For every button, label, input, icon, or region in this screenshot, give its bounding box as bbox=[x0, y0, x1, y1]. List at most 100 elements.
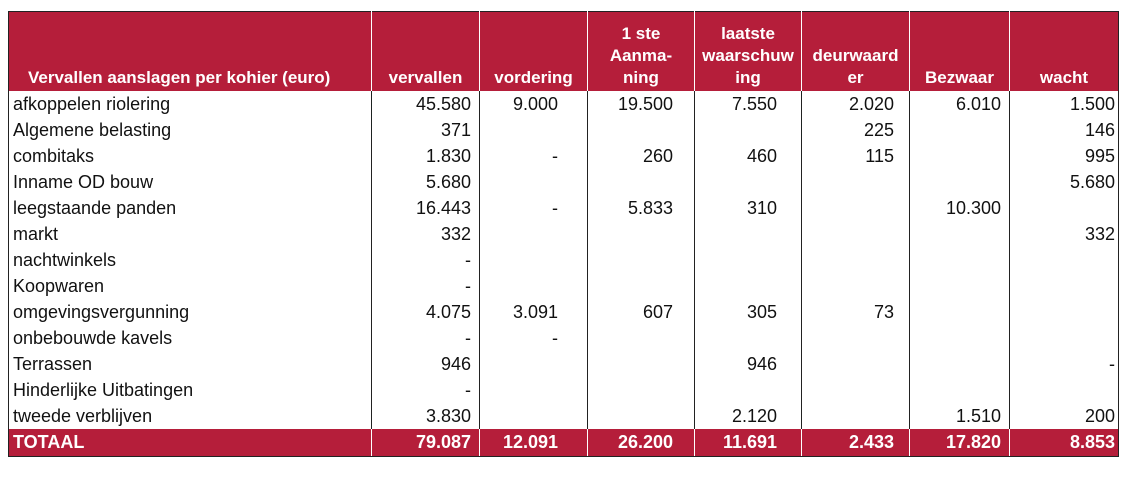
header-row: Vervallen aanslagen per kohier (euro) ver… bbox=[8, 11, 1119, 91]
header-text-line: Vervallen aanslagen per kohier (euro) bbox=[28, 68, 331, 87]
total-value: 12.091 bbox=[479, 429, 588, 457]
column-header-category: Vervallen aanslagen per kohier (euro) bbox=[8, 11, 372, 91]
header-text-line: 1 ste bbox=[621, 24, 661, 43]
row-value: - bbox=[371, 273, 480, 299]
row-value: 73 bbox=[801, 299, 910, 325]
row-value: 7.550 bbox=[694, 91, 802, 117]
row-label: Algemene belasting bbox=[8, 117, 372, 143]
row-value bbox=[587, 325, 695, 351]
row-label: Inname OD bouw bbox=[8, 169, 372, 195]
table-row: tweede verblijven 3.830 2.120 1.510 200 bbox=[8, 403, 1119, 429]
row-label: tweede verblijven bbox=[8, 403, 372, 429]
header-text-line: vordering bbox=[494, 68, 573, 87]
row-value bbox=[694, 117, 802, 143]
row-label: Hinderlijke Uitbatingen bbox=[8, 377, 372, 403]
table-body: afkoppelen riolering 45.580 9.000 19.500 7.5… bbox=[8, 91, 1119, 429]
row-value bbox=[587, 169, 695, 195]
total-value: 11.691 bbox=[694, 429, 802, 457]
row-value: 305 bbox=[694, 299, 802, 325]
table-row: Algemene belasting 371 225 146 bbox=[8, 117, 1119, 143]
row-value: 10.300 bbox=[909, 195, 1010, 221]
row-value bbox=[587, 403, 695, 429]
row-value bbox=[694, 325, 802, 351]
row-value bbox=[479, 117, 588, 143]
row-value: - bbox=[479, 143, 588, 169]
row-value: 200 bbox=[1009, 403, 1119, 429]
total-row: TOTAAL 79.087 12.091 26.200 11.691 2.433 17.82… bbox=[8, 429, 1119, 457]
row-value: 260 bbox=[587, 143, 695, 169]
column-header-7: wacht bbox=[1009, 11, 1119, 91]
row-value bbox=[587, 377, 695, 403]
row-value: 45.580 bbox=[371, 91, 480, 117]
row-label: markt bbox=[8, 221, 372, 247]
row-value bbox=[801, 273, 910, 299]
row-value: 5.833 bbox=[587, 195, 695, 221]
column-header-3: 1 ste Aanma-ning bbox=[587, 11, 695, 91]
row-label: nachtwinkels bbox=[8, 247, 372, 273]
row-value bbox=[909, 325, 1010, 351]
row-value: 332 bbox=[1009, 221, 1119, 247]
row-label: Terrassen bbox=[8, 351, 372, 377]
table-row: leegstaande panden 16.443-5.833 310 10.300 bbox=[8, 195, 1119, 221]
row-value bbox=[801, 195, 910, 221]
row-value bbox=[694, 377, 802, 403]
row-value: - bbox=[479, 195, 588, 221]
column-header-6: Bezwaar bbox=[909, 11, 1010, 91]
total-label: TOTAAL bbox=[8, 429, 372, 457]
row-value bbox=[1009, 273, 1119, 299]
row-value: 9.000 bbox=[479, 91, 588, 117]
row-value: 5.680 bbox=[1009, 169, 1119, 195]
row-value: 371 bbox=[371, 117, 480, 143]
table-row: onbebouwde kavels - - bbox=[8, 325, 1119, 351]
row-value bbox=[909, 143, 1010, 169]
row-value: 5.680 bbox=[371, 169, 480, 195]
table-container: Vervallen aanslagen per kohier (euro) ver… bbox=[8, 11, 1119, 457]
row-value bbox=[479, 221, 588, 247]
row-value bbox=[479, 169, 588, 195]
row-value bbox=[801, 351, 910, 377]
row-value: 2.120 bbox=[694, 403, 802, 429]
row-value bbox=[801, 377, 910, 403]
row-value bbox=[479, 351, 588, 377]
total-value: 79.087 bbox=[371, 429, 480, 457]
row-value: 146 bbox=[1009, 117, 1119, 143]
row-value bbox=[1009, 247, 1119, 273]
table-row: markt 332 332 bbox=[8, 221, 1119, 247]
table-row: afkoppelen riolering 45.580 9.000 19.500 7.5… bbox=[8, 91, 1119, 117]
total-value: 2.433 bbox=[801, 429, 910, 457]
row-value: 19.500 bbox=[587, 91, 695, 117]
table-row: omgevingsvergunning 4.075 3.091 607 305 73 bbox=[8, 299, 1119, 325]
row-value: 225 bbox=[801, 117, 910, 143]
header-text-line: vervallen bbox=[388, 68, 463, 87]
row-value: 1.510 bbox=[909, 403, 1010, 429]
header-text-line: Bezwaar bbox=[925, 68, 994, 87]
column-header-4: laatste waarschuw ing bbox=[694, 11, 802, 91]
table-row: Inname OD bouw 5.680 5.680 bbox=[8, 169, 1119, 195]
total-value: 26.200 bbox=[587, 429, 695, 457]
total-value: 8.853 bbox=[1009, 429, 1119, 457]
row-value: 995 bbox=[1009, 143, 1119, 169]
row-value bbox=[694, 169, 802, 195]
header-text-line: er bbox=[847, 68, 864, 87]
row-label: Koopwaren bbox=[8, 273, 372, 299]
header-text-line: ing bbox=[735, 68, 761, 87]
row-value bbox=[1009, 195, 1119, 221]
row-value bbox=[909, 169, 1010, 195]
row-value bbox=[801, 221, 910, 247]
row-value bbox=[694, 221, 802, 247]
row-value bbox=[801, 247, 910, 273]
row-value: - bbox=[1009, 351, 1119, 377]
row-value: 460 bbox=[694, 143, 802, 169]
row-value bbox=[479, 377, 588, 403]
row-label: omgevingsvergunning bbox=[8, 299, 372, 325]
row-value bbox=[587, 221, 695, 247]
row-value bbox=[801, 325, 910, 351]
table-row: Koopwaren - bbox=[8, 273, 1119, 299]
table-row: combitaks 1.830-260 460 115 995 bbox=[8, 143, 1119, 169]
header-text-line: laatste bbox=[721, 24, 775, 43]
column-header-1: vervallen bbox=[371, 11, 480, 91]
table-row: Terrassen 946 946- bbox=[8, 351, 1119, 377]
row-value bbox=[909, 117, 1010, 143]
row-value bbox=[479, 273, 588, 299]
row-value: 4.075 bbox=[371, 299, 480, 325]
